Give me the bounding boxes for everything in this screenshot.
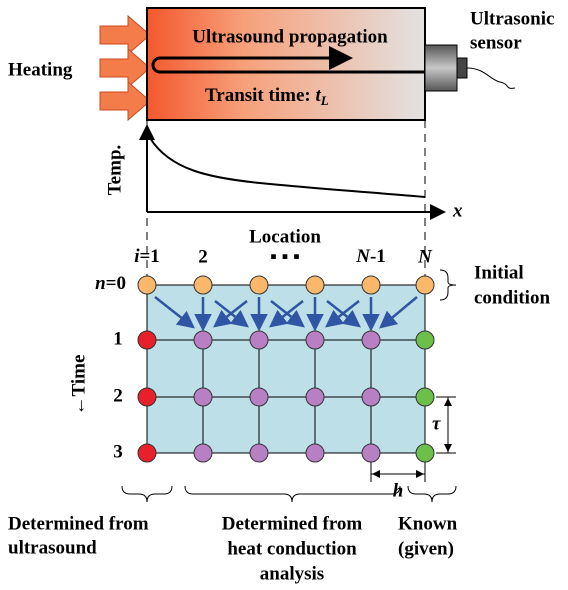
col-label: i=1: [134, 246, 160, 267]
node: [250, 444, 268, 462]
transit-sub: L: [320, 93, 329, 108]
temp-curve: [150, 138, 425, 197]
propagation-label: Ultrasound propagation: [192, 26, 388, 47]
col-label: N: [417, 246, 433, 267]
node: [306, 276, 324, 294]
node: [138, 276, 156, 294]
time-label: ←Time: [68, 355, 89, 416]
sensor-label: sensor: [470, 32, 522, 53]
col-label: N-1: [355, 246, 386, 267]
diagram: Heating Ultrasound propagation Transit t…: [0, 0, 568, 590]
ellipsis: ▪ ▪ ▪: [270, 246, 300, 267]
node: [250, 276, 268, 294]
bottom-label: Determined from: [8, 513, 149, 534]
y-label: Temp.: [104, 145, 125, 196]
bottom-braces: [122, 486, 456, 502]
sensor-label: Ultrasonic: [470, 8, 554, 29]
node: [194, 388, 212, 406]
x-label: x: [452, 200, 463, 221]
node: [416, 276, 434, 294]
transit-text: Transit time:: [205, 85, 315, 106]
bottom-label: (given): [398, 538, 454, 559]
bottom-label: Known: [398, 513, 458, 534]
row-label: 3: [113, 441, 123, 462]
location-label: Location: [249, 226, 321, 247]
node: [250, 331, 268, 349]
node: [138, 331, 156, 349]
initial-label: condition: [474, 287, 550, 308]
bottom-label: heat conduction: [227, 538, 357, 559]
bottom-label: ultrasound: [8, 537, 97, 558]
tau-label: τ: [432, 413, 441, 434]
grid-area: [147, 285, 425, 453]
initial-label: Initial: [474, 262, 524, 283]
row-var: n: [95, 273, 106, 294]
node: [362, 444, 380, 462]
node: [138, 444, 156, 462]
sensor-connector: [457, 58, 467, 78]
bottom-label: Determined from: [222, 513, 363, 534]
h-label: h: [393, 480, 404, 501]
node: [362, 276, 380, 294]
row-label: n=0: [95, 273, 126, 294]
col-rest: =1: [139, 246, 159, 267]
node: [362, 331, 380, 349]
col-rest: -1: [370, 246, 386, 267]
sensor: [425, 45, 457, 91]
node: [250, 388, 268, 406]
cable: [467, 68, 515, 88]
node: [306, 331, 324, 349]
bottom-label: analysis: [260, 563, 324, 584]
brace: [440, 270, 456, 300]
node: [194, 276, 212, 294]
node: [416, 444, 434, 462]
node: [306, 444, 324, 462]
heating-arrows: [100, 16, 150, 120]
node: [306, 388, 324, 406]
node: [416, 331, 434, 349]
col-var: N: [355, 246, 371, 267]
heating-label: Heating: [8, 59, 73, 80]
transit-label: Transit time: tL: [205, 85, 329, 108]
node: [194, 331, 212, 349]
node: [416, 388, 434, 406]
node: [362, 388, 380, 406]
row-label: 2: [113, 385, 123, 406]
row-label: 1: [113, 328, 123, 349]
node: [194, 444, 212, 462]
row-rest: =0: [106, 273, 126, 294]
grid: [138, 276, 434, 462]
col-label: 2: [198, 246, 208, 267]
node: [138, 388, 156, 406]
